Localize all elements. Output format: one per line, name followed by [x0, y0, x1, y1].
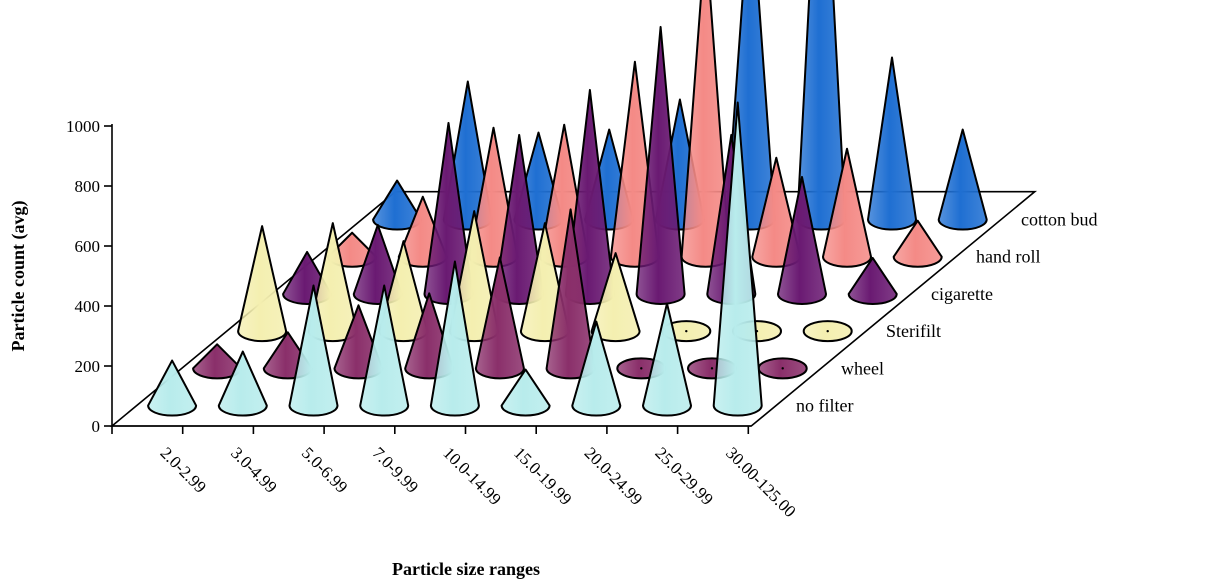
y-axis-title: Particle count (avg): [8, 201, 29, 352]
cone: [802, 320, 853, 343]
x-axis-categories: 2.0-2.99 3.0-4.99 5.0-6.99 7.0-9.99 10.0-14.…: [111, 425, 800, 521]
x-tick-label: 2.0-2.99: [157, 443, 211, 497]
series-label: hand roll: [976, 247, 1041, 267]
cone: [937, 128, 988, 231]
cone: [288, 284, 339, 417]
series-label: Sterifilt: [886, 321, 941, 341]
y-axis: 0 200 400 600 800 1000: [66, 117, 113, 436]
x-tick-label: 10.0-14.99: [439, 443, 505, 509]
cone: [712, 101, 763, 417]
x-tick-label: 20.0-24.99: [581, 443, 647, 509]
y-tick-label: 600: [75, 237, 101, 256]
series-label: no filter: [796, 396, 853, 416]
cone: [757, 357, 808, 380]
cone: [147, 359, 198, 417]
cone: [359, 284, 410, 417]
cone: [822, 147, 872, 268]
cone: [429, 260, 480, 417]
x-tick-label: 3.0-4.99: [227, 443, 281, 497]
y-tick-label: 400: [75, 297, 101, 316]
x-tick-label: 30.00-125.00: [722, 443, 800, 521]
x-tick-label: 5.0-6.99: [298, 443, 352, 497]
cone-layer: [147, 0, 988, 417]
x-tick-label: 25.0-29.99: [651, 443, 717, 509]
x-axis-title: Particle size ranges: [392, 559, 540, 579]
cone: [500, 368, 551, 417]
y-tick-label: 200: [75, 357, 101, 376]
series-label: wheel: [841, 358, 884, 378]
series-label: cigarette: [931, 284, 993, 304]
cone: [642, 302, 692, 417]
x-tick-label: 15.0-19.99: [510, 443, 576, 509]
cone: [474, 256, 525, 380]
cone: [867, 56, 917, 231]
y-tick-label: 1000: [66, 117, 100, 136]
x-tick-label: 7.0-9.99: [369, 443, 423, 497]
y-tick-label: 0: [92, 417, 101, 436]
series-label: cotton bud: [1021, 210, 1098, 230]
cone: [217, 350, 268, 417]
cone: [892, 219, 943, 268]
cone: [237, 225, 288, 343]
y-tick-label: 800: [75, 177, 101, 196]
cone: [635, 25, 686, 305]
cone: [571, 320, 622, 417]
cone: [847, 256, 898, 305]
cone: [777, 175, 827, 305]
